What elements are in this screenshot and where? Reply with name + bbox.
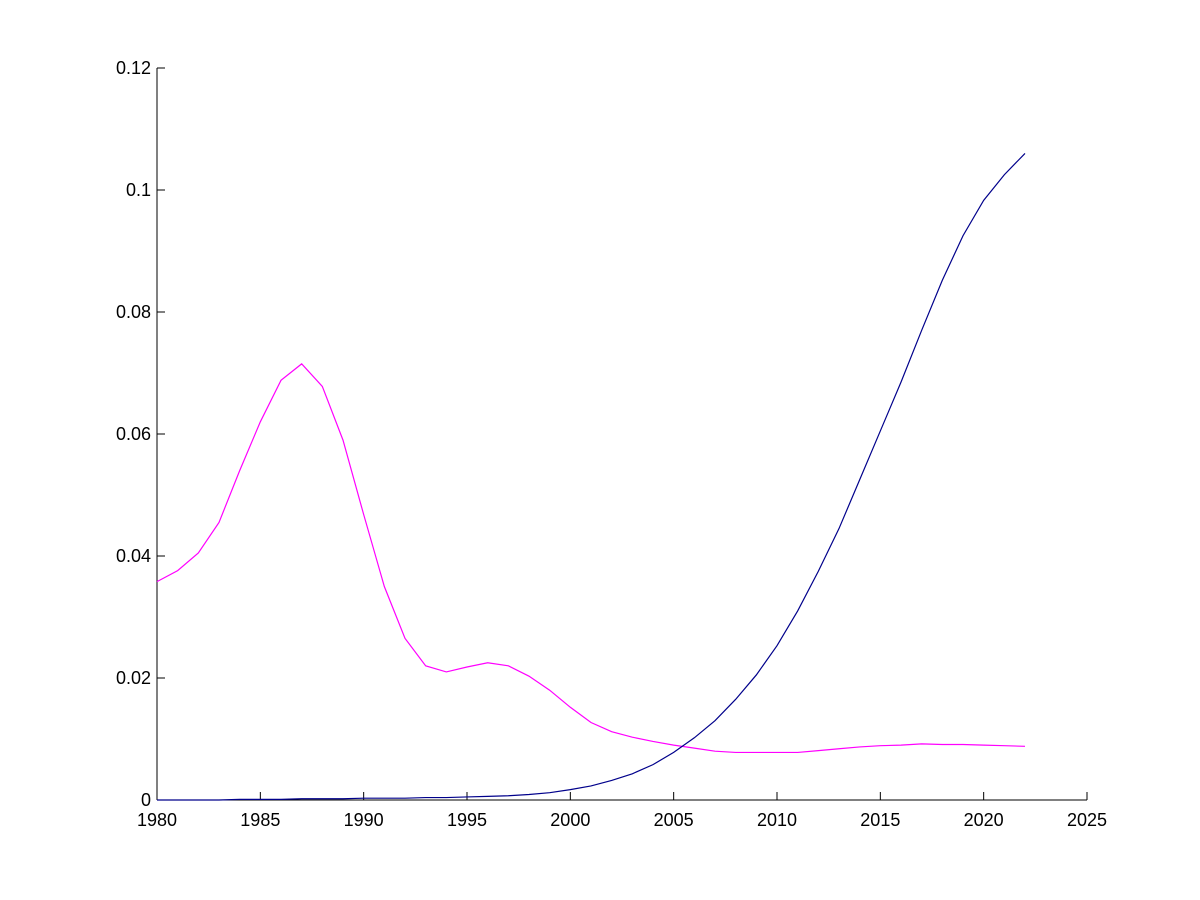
x-tick-label: 1995 <box>447 810 487 830</box>
x-tick-label: 1990 <box>344 810 384 830</box>
series-line-2 <box>157 152 1026 801</box>
y-tick-label: 0 <box>141 790 151 810</box>
y-tick-label: 0.12 <box>116 58 151 78</box>
x-tick-label: 1980 <box>137 810 177 830</box>
x-tick-label: 2010 <box>757 810 797 830</box>
axes <box>156 68 1087 801</box>
y-tick-label: 0.04 <box>116 546 151 566</box>
x-tick-label: 1985 <box>240 810 280 830</box>
x-axis-ticks: 1980 1985 1990 1995 2000 2005 2010 2015 2020 2025 <box>137 792 1107 830</box>
series-lines <box>156 152 1026 801</box>
y-tick-label: 0.02 <box>116 668 151 688</box>
x-tick-label: 2005 <box>654 810 694 830</box>
x-tick-label: 2020 <box>964 810 1004 830</box>
x-tick-label: 2015 <box>860 810 900 830</box>
series-line-1 <box>156 363 1026 754</box>
x-tick-label: 2025 <box>1067 810 1107 830</box>
x-tick-label: 2000 <box>550 810 590 830</box>
y-tick-label: 0.08 <box>116 302 151 322</box>
y-tick-label: 0.1 <box>126 180 151 200</box>
y-axis-ticks: 0 0.02 0.04 0.06 0.08 0.1 0.12 <box>116 58 165 810</box>
y-tick-label: 0.06 <box>116 424 151 444</box>
